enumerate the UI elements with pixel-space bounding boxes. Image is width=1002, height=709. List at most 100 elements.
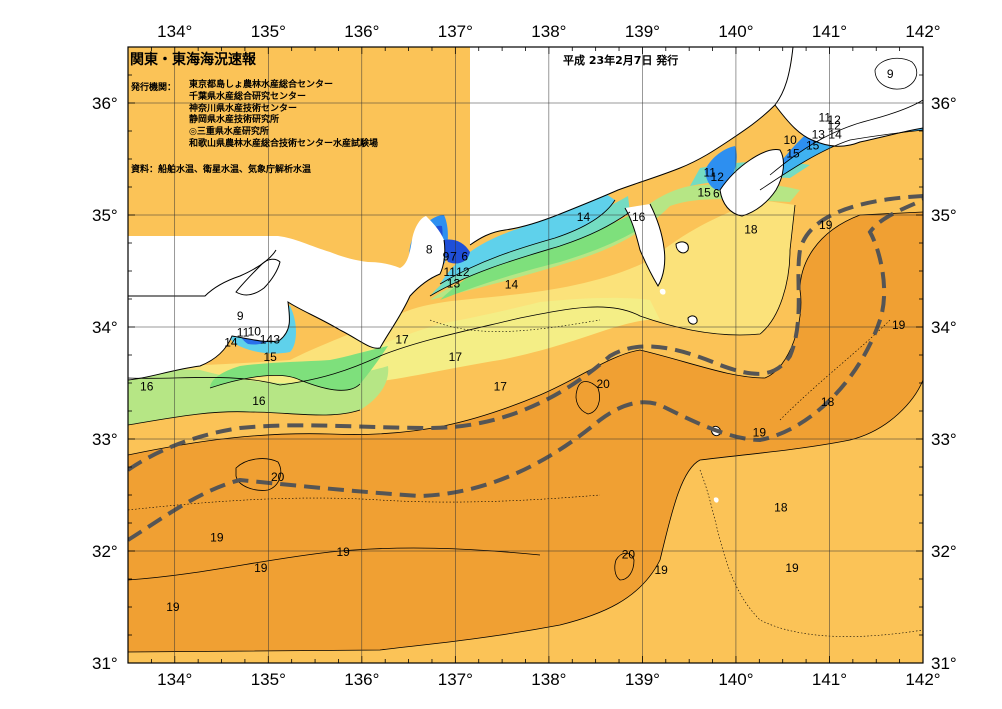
isotherm-label: 19 [753, 425, 767, 439]
isotherm-label: 14 [260, 332, 274, 346]
band-13 [440, 190, 615, 284]
issuer-item: 和歌山県農林水産総合技術センター水産試験場 [189, 138, 379, 149]
longitude-label: 137° [438, 670, 473, 689]
map-title: 関東・東海海況速報 [130, 52, 256, 68]
isotherm-label: 10 [784, 133, 798, 147]
land-kozushima [659, 288, 666, 295]
longitude-label: 140° [718, 670, 753, 689]
isotherm-label: 20 [271, 470, 285, 484]
isotherm-label: 7 [450, 249, 457, 263]
latitude-label: 31° [92, 654, 118, 673]
isotherm-dotted [128, 319, 923, 637]
issuer-item: 千葉県水産総合研究センター [189, 91, 307, 102]
isotherm-label: 9 [237, 309, 244, 323]
land-niijima [676, 242, 689, 253]
longitude-label: 135° [251, 22, 286, 41]
longitude-label: 134° [157, 670, 192, 689]
isotherm-label: 20 [596, 377, 610, 391]
coastlines [128, 47, 923, 437]
isotherm-label: 14 [828, 127, 842, 141]
isotherm-label: 6 [461, 249, 468, 263]
issue-date: 平成 23年2月7日 発行 [563, 54, 679, 67]
isotherm-label: 16 [632, 210, 646, 224]
isotherm-label: 18 [774, 500, 788, 514]
longitude-label: 140° [718, 22, 753, 41]
latitude-label: 35° [92, 206, 118, 225]
issuer-item: 神奈川県水産技術センター [189, 103, 298, 114]
land-awaji [236, 259, 280, 295]
isotherm-label: 9 [443, 249, 450, 263]
isotherm-label: 11 [704, 165, 717, 179]
latitude-label: 31° [931, 654, 957, 673]
land-boso-north [775, 47, 923, 147]
isotherm-label: 17 [494, 379, 508, 393]
kuroshio-south-edge [128, 198, 923, 542]
latitude-label: 34° [931, 318, 957, 337]
isotherm-label: 19 [336, 545, 350, 559]
land-shikoku [128, 236, 276, 296]
isotherm-label: 15 [806, 139, 820, 153]
longitude-label: 137° [438, 22, 473, 41]
isotherm-label: 9 [887, 67, 894, 81]
isotherm-label: 18 [821, 395, 835, 409]
latitude-label: 33° [931, 430, 957, 449]
isotherm-label: 14 [505, 277, 519, 291]
isotherm-label: 11 [444, 265, 457, 279]
isotherm-label: 15 [263, 350, 277, 364]
isotherm-label: 19 [166, 600, 180, 614]
land-mikura [713, 497, 719, 503]
issuer-label: 発行機関： [131, 83, 177, 93]
land-oshima [688, 315, 698, 325]
kuroshio-north-edge [128, 194, 923, 472]
isotherm-label: 18 [744, 223, 758, 237]
latitude-label: 33° [92, 430, 118, 449]
isotherm-label: 16 [252, 394, 266, 408]
longitude-label: 136° [344, 22, 379, 41]
longitude-label: 141° [812, 22, 847, 41]
issuer-item: 静岡県水産技術研究所 [189, 115, 280, 126]
isotherm-label: 14 [224, 336, 238, 350]
isotherm-label: 12 [456, 265, 470, 279]
axis-ticks [127, 46, 924, 664]
longitude-label: 135° [251, 670, 286, 689]
isotherm-label: 6 [713, 187, 720, 201]
isotherm-label: 12 [827, 113, 841, 127]
isotherm-label: 19 [654, 563, 668, 577]
kuroshio-axis [128, 194, 923, 542]
isotherm-label: 20 [622, 547, 636, 561]
isotherm-label: 17 [449, 350, 463, 364]
isotherm-label: 19 [892, 318, 906, 332]
isotherm-label: 3 [273, 332, 280, 346]
isotherm-label: 13 [447, 276, 461, 290]
isotherm-label: 15 [697, 186, 711, 200]
band-15 [210, 346, 388, 391]
land-izu-peninsula [625, 204, 665, 286]
data-sources: 資料：船舶水温、衛星水温、気象庁解析水温 [131, 165, 312, 175]
band-17 [128, 297, 660, 393]
longitude-label: 141° [812, 670, 847, 689]
band-mikawa [444, 239, 470, 264]
isotherm-contours [128, 57, 923, 653]
latitude-label: 32° [92, 542, 118, 561]
latitude-label: 36° [931, 94, 957, 113]
issuer-list: 東京都島しょ農林水産総合センター 千葉県水産総合研究センター 神奈川県水産技術セ… [189, 80, 378, 151]
longitude-label: 136° [344, 670, 379, 689]
longitude-label: 142° [905, 670, 940, 689]
longitude-label: 134° [157, 22, 192, 41]
band-20 [128, 212, 923, 652]
isotherm-label: 19 [819, 218, 833, 232]
isotherm-label: 16 [140, 379, 154, 393]
land-kii-peninsula [128, 47, 445, 380]
latitude-label: 34° [92, 318, 118, 337]
longitude-label: 139° [625, 670, 660, 689]
land-honshu-east [470, 47, 793, 245]
longitude-labels: 134° 134° 135° 135° 136° 136° 137° 137° 138° 138°… [157, 22, 940, 689]
isotherm-label: 11 [819, 111, 832, 125]
longitude-label: 139° [625, 22, 660, 41]
longitude-label: 138° [531, 670, 566, 689]
isotherm-label: 12 [827, 118, 841, 132]
isotherm-label: 19 [785, 561, 799, 575]
latitude-label: 36° [92, 94, 118, 113]
isotherm-label: 13 [812, 127, 826, 141]
